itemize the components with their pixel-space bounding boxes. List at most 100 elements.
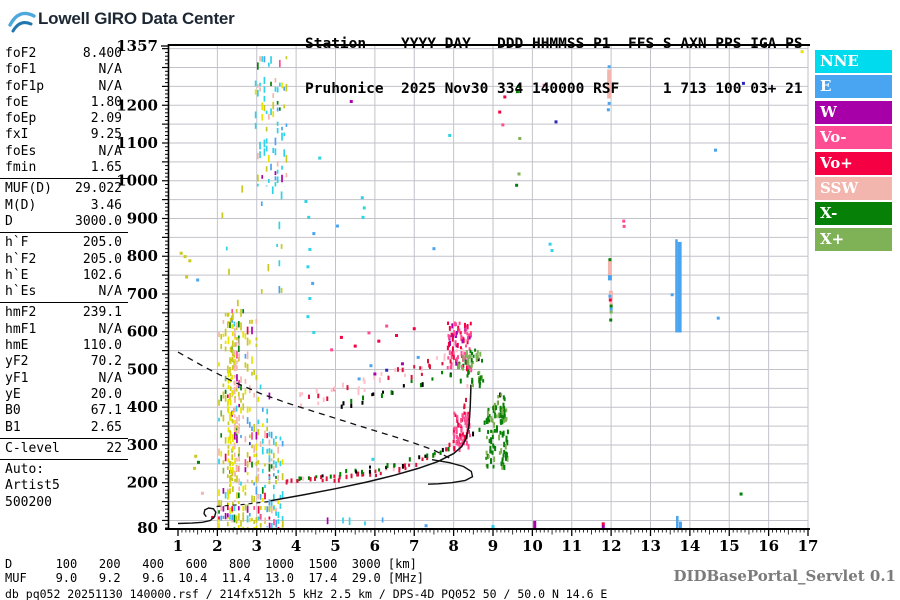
legend-item-x+: X+ [815, 227, 892, 251]
distance-row: D 100 200 400 600 800 1000 1500 3000 [km… [5, 557, 417, 571]
param-label: h`Es [5, 284, 37, 300]
station-header-line1: Station YYYY DAY DDD HHMMSS P1 FFS S AXN… [305, 36, 803, 52]
legend-item-e: E [815, 75, 892, 99]
param-value: 2.09 [90, 111, 122, 127]
param-value: 102.6 [82, 267, 122, 283]
param-row: B1 2.65 [0, 420, 128, 436]
param-value: 29.022 [75, 181, 122, 197]
y-axis-label: 80 [137, 519, 158, 537]
brand[interactable]: Lowell GIRO Data Center [6, 4, 235, 34]
param-value: N/A [98, 370, 122, 386]
y-axis-label: 300 [127, 436, 158, 454]
param-value: N/A [98, 284, 122, 300]
param-row: foEs N/A [0, 144, 128, 160]
param-row: foF1p N/A [0, 79, 128, 95]
param-group: foF2 8.400 foF1 N/A foF1p N/A foE 1.80 foEp 2.09 f… [0, 44, 128, 178]
x-axis-label: 15 [719, 537, 740, 555]
param-group: hmF2 239.1 hmF1 N/A hmE 110.0 yF2 70.2 yF1 N/A yE 2… [0, 302, 128, 437]
param-row: h`F 205.0 [0, 235, 128, 251]
param-row: hmF2 239.1 [0, 305, 128, 321]
param-label: hmE [5, 338, 29, 354]
legend-item-w: W [815, 100, 892, 124]
x-axis-label: 5 [330, 537, 340, 555]
param-group: C-level 22 [0, 437, 128, 459]
station-header-line2: Pruhonice 2025 Nov30 334 140000 RSF 1 71… [305, 81, 803, 97]
y-axis-label: 1200 [116, 96, 158, 114]
y-axis-label: 1357 [116, 37, 158, 55]
autoscaler-line: Artist5 [5, 478, 60, 494]
x-axis-label: 16 [758, 537, 779, 555]
x-axis-label: 4 [291, 537, 301, 555]
plot-grid [169, 46, 809, 528]
x-axis-label: 2 [212, 537, 222, 555]
param-value: 20.0 [90, 386, 122, 402]
param-value: 9.25 [90, 127, 122, 143]
x-axis-label: 3 [252, 537, 262, 555]
param-row: yF1 N/A [0, 371, 128, 387]
x-axis-label: 13 [640, 537, 661, 555]
param-label: D [5, 213, 13, 229]
x-axis-label: 10 [522, 537, 543, 555]
servlet-version: DIDBasePortal_Servlet 0.1 [673, 567, 896, 585]
param-group: h`F 205.0 h`F2 205.0 h`E 102.6 h`Es N/A [0, 232, 128, 302]
giro-logo-icon [8, 11, 36, 33]
y-axis-label: 1100 [116, 134, 158, 152]
x-axis-label: 14 [679, 537, 700, 555]
legend-item-nne: NNE [815, 50, 892, 73]
scatter-data [177, 50, 804, 529]
y-axis-label: 800 [127, 247, 158, 265]
param-row: hmF1 N/A [0, 322, 128, 338]
param-row: B0 67.1 [0, 403, 128, 419]
param-label: hmF2 [5, 305, 37, 321]
param-row: C-level 22 [0, 441, 128, 457]
y-axis-label: 200 [127, 474, 158, 492]
param-label: foF1p [5, 78, 45, 94]
curve-otrace_fit [270, 384, 472, 502]
param-value: 67.1 [90, 403, 122, 419]
param-label: h`F [5, 235, 29, 251]
legend: NNE E W Vo- Vo+ SSW X- X+ [815, 50, 895, 253]
param-value: 110.0 [82, 338, 122, 354]
param-label: foF2 [5, 46, 37, 61]
param-value: N/A [98, 321, 122, 337]
param-label: foEp [5, 111, 37, 127]
curve-loop [427, 459, 474, 485]
param-label: C-level [5, 440, 60, 456]
param-label: h`F2 [5, 251, 37, 267]
param-row: foF2 8.400 [0, 46, 128, 62]
legend-item-x-: X- [815, 202, 892, 226]
param-label: fmin [5, 160, 37, 176]
x-axis-label: 6 [370, 537, 380, 555]
y-axis-label: 900 [127, 209, 158, 227]
param-row: h`Es N/A [0, 284, 128, 300]
x-axis-label: 1 [173, 537, 183, 555]
param-label: yF1 [5, 370, 29, 386]
x-axis-label: 12 [601, 537, 622, 555]
param-label: foF1 [5, 62, 37, 78]
param-row: M(D) 3.46 [0, 198, 128, 214]
param-value: 1.65 [90, 160, 122, 176]
curve-low_dash [216, 501, 269, 508]
legend-item-vo+: Vo+ [815, 151, 892, 175]
x-axis-label: 17 [798, 537, 819, 555]
param-row: hmE 110.0 [0, 338, 128, 354]
param-value: N/A [98, 78, 122, 94]
param-row: foF1 N/A [0, 62, 128, 78]
y-axis-label: 500 [127, 360, 158, 378]
param-value: 239.1 [82, 305, 122, 321]
param-value: 205.0 [82, 251, 122, 267]
param-label: B0 [5, 403, 21, 419]
param-row: MUF(D) 29.022 [0, 181, 128, 197]
y-axis-label: 700 [127, 285, 158, 303]
param-group: MUF(D) 29.022 M(D) 3.46 D 3000.0 [0, 178, 128, 232]
x-axis-label: 9 [488, 537, 498, 555]
param-value: N/A [98, 62, 122, 78]
y-axis-label: 1000 [116, 172, 158, 190]
param-row: fmin 1.65 [0, 160, 128, 176]
param-value: 3.46 [90, 197, 122, 213]
param-row: yE 20.0 [0, 387, 128, 403]
param-label: MUF(D) [5, 181, 52, 197]
param-row: fxI 9.25 [0, 127, 128, 143]
param-row: D 3000.0 [0, 214, 128, 230]
